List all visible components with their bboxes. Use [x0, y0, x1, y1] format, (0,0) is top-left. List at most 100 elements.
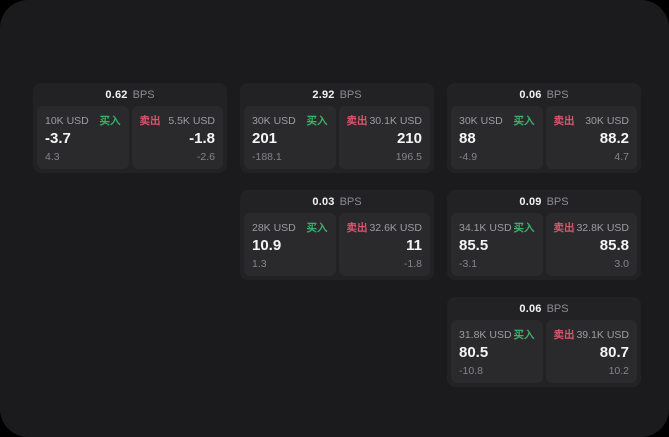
sell-badge: 卖出 — [553, 329, 575, 341]
bps-header: 0.62 BPS — [37, 83, 223, 106]
sell-price-change: 10.2 — [608, 365, 629, 377]
bps-header: 0.06 BPS — [451, 297, 637, 320]
buy-badge: 买入 — [306, 222, 328, 234]
bps-unit-label: BPS — [546, 195, 569, 208]
quote-card: 2.92 BPS 30K USD 买入 201 -188.1 卖出 30.1K … — [240, 83, 434, 173]
buy-tile[interactable]: 30K USD 买入 201 -188.1 — [244, 106, 336, 169]
sell-tile-top: 卖出 5.5K USD — [140, 113, 216, 128]
sell-notional-size: 30K USD — [585, 114, 629, 127]
quote-card: 0.06 BPS 31.8K USD 买入 80.5 -10.8 卖出 39.1… — [447, 297, 641, 387]
sell-quote-price: 210 — [396, 130, 422, 148]
buy-price-change: 1.3 — [252, 258, 267, 270]
sell-tile[interactable]: 卖出 5.5K USD -1.8 -2.6 — [131, 106, 223, 169]
bps-unit-label: BPS — [546, 88, 569, 101]
buy-price-change: 4.3 — [45, 151, 60, 163]
buy-price-change: -10.8 — [459, 365, 483, 377]
buy-tile-top: 30K USD 买入 — [252, 113, 328, 128]
buy-badge: 买入 — [99, 115, 121, 127]
sell-tile[interactable]: 卖出 39.1K USD 80.7 10.2 — [545, 320, 637, 383]
buy-tile[interactable]: 34.1K USD 买入 85.5 -3.1 — [451, 213, 543, 276]
quote-cards-grid: 0.62 BPS 10K USD 买入 -3.7 4.3 卖出 5.5K USD — [33, 83, 641, 387]
buy-notional-size: 30K USD — [252, 114, 296, 127]
sell-tile-top: 卖出 32.6K USD — [347, 220, 423, 235]
sell-price-change: -1.8 — [403, 258, 422, 270]
sell-badge: 卖出 — [139, 115, 161, 127]
sell-tile[interactable]: 卖出 32.8K USD 85.8 3.0 — [545, 213, 637, 276]
buy-quote-price: 85.5 — [459, 237, 489, 255]
sell-tile-top: 卖出 30.1K USD — [347, 113, 423, 128]
bps-value: 0.09 — [519, 195, 542, 208]
quote-card-body: 28K USD 买入 10.9 1.3 卖出 32.6K USD 11 -1.8 — [244, 213, 430, 276]
sell-notional-size: 32.6K USD — [369, 221, 422, 234]
quote-card: 0.62 BPS 10K USD 买入 -3.7 4.3 卖出 5.5K USD — [33, 83, 227, 173]
buy-badge: 买入 — [513, 222, 535, 234]
sell-notional-size: 32.8K USD — [576, 221, 629, 234]
buy-tile[interactable]: 10K USD 买入 -3.7 4.3 — [37, 106, 129, 169]
quote-card: 0.06 BPS 30K USD 买入 88 -4.9 卖出 30K USD — [447, 83, 641, 173]
bps-value: 0.06 — [519, 302, 542, 315]
buy-tile-top: 34.1K USD 买入 — [459, 220, 535, 235]
buy-tile[interactable]: 28K USD 买入 10.9 1.3 — [244, 213, 336, 276]
bps-header: 2.92 BPS — [244, 83, 430, 106]
sell-notional-size: 39.1K USD — [576, 328, 629, 341]
buy-quote-price: 201 — [252, 130, 278, 148]
sell-quote-price: -1.8 — [189, 130, 215, 148]
bps-value: 2.92 — [312, 88, 335, 101]
buy-tile-top: 30K USD 买入 — [459, 113, 535, 128]
buy-badge: 买入 — [306, 115, 328, 127]
sell-price-change: 4.7 — [614, 151, 629, 163]
quote-card-body: 10K USD 买入 -3.7 4.3 卖出 5.5K USD -1.8 -2.… — [37, 106, 223, 169]
sell-notional-size: 5.5K USD — [168, 114, 215, 127]
sell-badge: 卖出 — [346, 222, 368, 234]
bps-header: 0.06 BPS — [451, 83, 637, 106]
buy-price-change: -188.1 — [252, 151, 282, 163]
buy-badge: 买入 — [513, 329, 535, 341]
buy-tile[interactable]: 30K USD 买入 88 -4.9 — [451, 106, 543, 169]
buy-tile-top: 28K USD 买入 — [252, 220, 328, 235]
bps-header: 0.09 BPS — [451, 190, 637, 213]
buy-tile[interactable]: 31.8K USD 买入 80.5 -10.8 — [451, 320, 543, 383]
quote-card: 0.09 BPS 34.1K USD 买入 85.5 -3.1 卖出 32.8K… — [447, 190, 641, 280]
buy-notional-size: 34.1K USD — [459, 221, 512, 234]
sell-notional-size: 30.1K USD — [369, 114, 422, 127]
sell-tile[interactable]: 卖出 30.1K USD 210 196.5 — [338, 106, 430, 169]
sell-badge: 卖出 — [553, 115, 575, 127]
buy-price-change: -4.9 — [459, 151, 478, 163]
sell-tile[interactable]: 卖出 32.6K USD 11 -1.8 — [338, 213, 430, 276]
sell-tile-top: 卖出 32.8K USD — [554, 220, 630, 235]
sell-price-change: 3.0 — [614, 258, 629, 270]
bps-unit-label: BPS — [546, 302, 569, 315]
quote-card-body: 31.8K USD 买入 80.5 -10.8 卖出 39.1K USD 80.… — [451, 320, 637, 383]
sell-price-change: -2.6 — [196, 151, 215, 163]
buy-notional-size: 31.8K USD — [459, 328, 512, 341]
sell-tile[interactable]: 卖出 30K USD 88.2 4.7 — [545, 106, 637, 169]
bps-unit-label: BPS — [339, 88, 362, 101]
buy-price-change: -3.1 — [459, 258, 478, 270]
buy-notional-size: 30K USD — [459, 114, 503, 127]
sell-quote-price: 80.7 — [599, 344, 629, 362]
bps-value: 0.03 — [312, 195, 335, 208]
sell-quote-price: 11 — [406, 237, 422, 255]
sell-badge: 卖出 — [346, 115, 368, 127]
buy-notional-size: 10K USD — [45, 114, 89, 127]
buy-quote-price: 80.5 — [459, 344, 489, 362]
bps-unit-label: BPS — [339, 195, 362, 208]
buy-tile-top: 10K USD 买入 — [45, 113, 121, 128]
sell-quote-price: 88.2 — [599, 130, 629, 148]
bps-unit-label: BPS — [132, 88, 155, 101]
sell-price-change: 196.5 — [395, 151, 422, 163]
sell-badge: 卖出 — [553, 222, 575, 234]
sell-tile-top: 卖出 39.1K USD — [554, 327, 630, 342]
quote-card-body: 34.1K USD 买入 85.5 -3.1 卖出 32.8K USD 85.8… — [451, 213, 637, 276]
bps-value: 0.62 — [105, 88, 128, 101]
quote-card-body: 30K USD 买入 201 -188.1 卖出 30.1K USD 210 1… — [244, 106, 430, 169]
buy-notional-size: 28K USD — [252, 221, 296, 234]
buy-quote-price: -3.7 — [45, 130, 71, 148]
bps-header: 0.03 BPS — [244, 190, 430, 213]
buy-badge: 买入 — [513, 115, 535, 127]
buy-tile-top: 31.8K USD 买入 — [459, 327, 535, 342]
sell-quote-price: 85.8 — [599, 237, 629, 255]
sell-tile-top: 卖出 30K USD — [554, 113, 630, 128]
quote-card-body: 30K USD 买入 88 -4.9 卖出 30K USD 88.2 4.7 — [451, 106, 637, 169]
